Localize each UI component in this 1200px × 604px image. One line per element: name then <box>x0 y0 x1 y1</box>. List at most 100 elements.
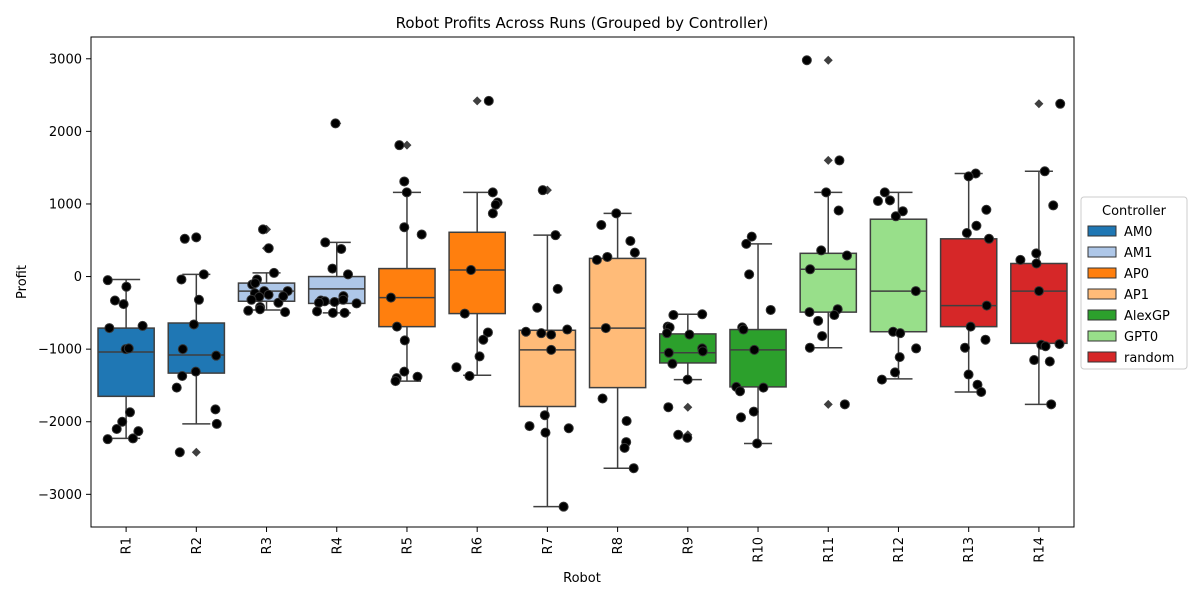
data-point <box>628 463 639 474</box>
data-point <box>176 274 187 285</box>
legend-label: AP0 <box>1124 267 1149 282</box>
box-r1 <box>97 327 155 398</box>
data-point <box>667 358 678 369</box>
data-point <box>596 220 607 231</box>
data-point <box>246 294 257 305</box>
data-point <box>697 309 708 320</box>
data-point <box>211 418 222 429</box>
data-point <box>981 204 992 215</box>
data-point <box>258 224 269 235</box>
data-point <box>890 211 901 222</box>
data-point <box>879 187 890 198</box>
data-point <box>872 196 883 207</box>
data-point <box>263 289 274 300</box>
data-point <box>269 267 280 278</box>
data-point <box>327 307 338 318</box>
data-point <box>833 205 844 216</box>
data-point <box>385 292 396 303</box>
data-point <box>1033 286 1044 297</box>
data-point <box>174 447 185 458</box>
outlier-marker <box>402 140 412 150</box>
data-point <box>399 222 410 233</box>
data-point <box>464 371 475 382</box>
data-point <box>190 366 201 377</box>
data-point <box>813 315 824 326</box>
data-point <box>118 299 129 310</box>
x-tick-label: R12 <box>892 537 907 563</box>
data-point <box>487 187 498 198</box>
y-tick-label: 0 <box>74 270 82 285</box>
data-point <box>451 362 462 373</box>
data-point <box>273 297 284 308</box>
data-point <box>540 427 551 438</box>
data-point <box>597 393 608 404</box>
data-point <box>562 324 573 335</box>
legend-label: AP1 <box>1124 288 1149 303</box>
data-point <box>524 421 535 432</box>
data-point <box>736 412 747 423</box>
data-point <box>765 304 776 315</box>
data-point <box>817 331 828 342</box>
data-point <box>758 382 769 393</box>
data-point <box>482 327 493 338</box>
y-axis: −3000 −2000 −1000 0 1000 2000 3000 <box>38 52 91 503</box>
data-point <box>1039 166 1050 177</box>
data-point <box>741 238 752 249</box>
data-point <box>963 369 974 380</box>
legend-label: AM0 <box>1124 225 1152 240</box>
data-point <box>976 386 987 397</box>
data-point <box>336 243 347 254</box>
data-point <box>1015 254 1026 265</box>
box-r8 <box>588 257 647 389</box>
outlier-marker <box>823 399 833 409</box>
data-point <box>459 308 470 319</box>
data-point <box>550 230 561 241</box>
data-point <box>821 187 832 198</box>
data-point <box>1055 98 1066 109</box>
data-point <box>179 233 190 244</box>
x-tick-label: R7 <box>541 537 556 554</box>
data-point <box>876 374 887 385</box>
outlier-marker <box>472 96 482 106</box>
data-point <box>539 410 550 421</box>
data-point <box>338 294 349 305</box>
data-point <box>829 310 840 321</box>
boxes-layer <box>97 218 1068 408</box>
data-point <box>890 367 901 378</box>
data-point <box>895 328 906 339</box>
data-point <box>102 434 113 445</box>
data-point <box>327 263 338 274</box>
data-point <box>971 220 982 231</box>
legend-swatch-ap1 <box>1087 288 1117 300</box>
data-point <box>483 95 494 106</box>
data-point <box>465 265 476 276</box>
data-point <box>980 334 991 345</box>
data-point <box>394 140 405 151</box>
data-point <box>735 386 746 397</box>
data-point <box>591 254 602 265</box>
data-point <box>198 269 209 280</box>
data-point <box>399 366 410 377</box>
data-point <box>211 350 222 361</box>
data-point <box>1044 356 1055 367</box>
data-point <box>804 307 815 318</box>
outlier-marker <box>1034 99 1044 109</box>
x-tick-label: R3 <box>260 537 275 554</box>
x-tick-label: R1 <box>120 537 135 554</box>
data-point <box>111 424 122 434</box>
data-point <box>546 344 557 355</box>
data-point <box>320 237 331 248</box>
data-point <box>188 319 199 330</box>
outlier-marker <box>683 402 693 412</box>
data-point <box>805 264 816 275</box>
data-point <box>536 328 547 339</box>
box-r10 <box>729 328 787 388</box>
x-axis: R1 R2 R3 R4 R5 R6 R7 R8 R9 R10 R11 R12 R13 R14 <box>120 527 1047 563</box>
data-point <box>552 283 563 294</box>
data-point <box>1040 341 1051 352</box>
data-point <box>416 229 427 240</box>
data-point <box>910 286 921 297</box>
data-point <box>602 251 613 262</box>
data-point <box>661 328 672 339</box>
